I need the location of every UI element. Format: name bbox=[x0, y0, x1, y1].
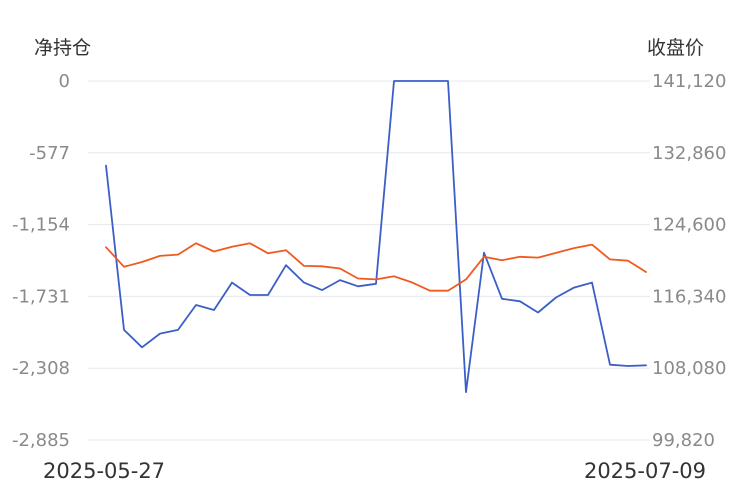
left-tick-label: -1,731 bbox=[12, 286, 70, 307]
left-tick-label: -2,308 bbox=[12, 358, 70, 379]
left-tick-label: 0 bbox=[59, 71, 70, 92]
series-lines bbox=[105, 80, 647, 394]
left-tick-label: -1,154 bbox=[12, 215, 70, 236]
x-end-label: 2025-07-09 bbox=[584, 459, 706, 483]
left-tick-label: -577 bbox=[29, 143, 70, 164]
series-line-close-price bbox=[105, 242, 647, 292]
right-tick-label: 132,860 bbox=[652, 143, 726, 164]
right-tick-label: 141,120 bbox=[652, 71, 726, 92]
right-tick-label: 124,600 bbox=[652, 215, 726, 236]
left-tick-label: -2,885 bbox=[12, 430, 70, 451]
right-tick-label: 99,820 bbox=[652, 430, 715, 451]
right-axis-title: 收盘价 bbox=[647, 37, 704, 59]
series-line-net-position bbox=[105, 80, 647, 394]
left-axis-title: 净持仓 bbox=[34, 37, 91, 59]
left-axis-ticks: 0 -577 -1,154 -1,731 -2,308 -2,885 bbox=[12, 71, 70, 451]
right-tick-label: 116,340 bbox=[652, 286, 726, 307]
gridlines bbox=[88, 80, 650, 441]
right-axis-ticks: 141,120 132,860 124,600 116,340 108,080 99,82… bbox=[652, 71, 726, 451]
x-start-label: 2025-05-27 bbox=[43, 459, 165, 483]
right-tick-label: 108,080 bbox=[652, 358, 726, 379]
